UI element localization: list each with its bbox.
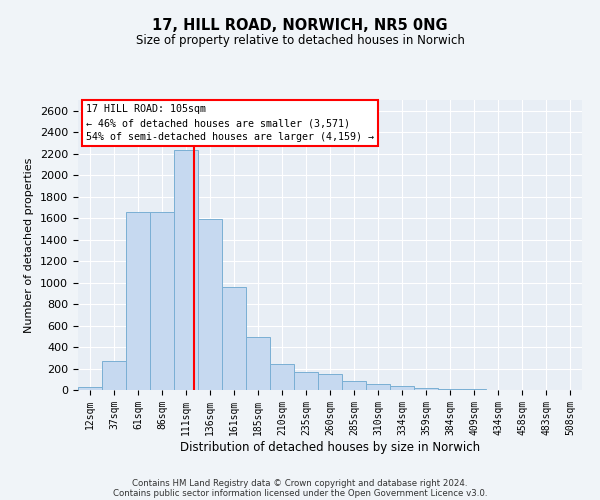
Y-axis label: Number of detached properties: Number of detached properties <box>25 158 34 332</box>
Bar <box>78 387 102 390</box>
Text: Contains public sector information licensed under the Open Government Licence v3: Contains public sector information licen… <box>113 488 487 498</box>
Text: Contains HM Land Registry data © Crown copyright and database right 2024.: Contains HM Land Registry data © Crown c… <box>132 478 468 488</box>
Bar <box>366 384 390 390</box>
Text: 17 HILL ROAD: 105sqm
← 46% of detached houses are smaller (3,571)
54% of semi-de: 17 HILL ROAD: 105sqm ← 46% of detached h… <box>86 104 374 142</box>
Bar <box>126 212 150 390</box>
Bar <box>222 287 246 390</box>
Bar <box>270 364 294 390</box>
Text: Size of property relative to detached houses in Norwich: Size of property relative to detached ho… <box>136 34 464 47</box>
Bar <box>294 372 318 390</box>
Bar <box>318 374 342 390</box>
Text: 17, HILL ROAD, NORWICH, NR5 0NG: 17, HILL ROAD, NORWICH, NR5 0NG <box>152 18 448 32</box>
Bar <box>414 388 438 390</box>
Bar <box>174 150 198 390</box>
Bar <box>198 219 222 390</box>
Bar <box>102 361 126 390</box>
X-axis label: Distribution of detached houses by size in Norwich: Distribution of detached houses by size … <box>180 440 480 454</box>
Bar <box>246 338 270 390</box>
Bar <box>150 212 174 390</box>
Bar <box>390 386 414 390</box>
Bar <box>462 389 486 390</box>
Bar <box>438 389 462 390</box>
Bar <box>342 382 366 390</box>
